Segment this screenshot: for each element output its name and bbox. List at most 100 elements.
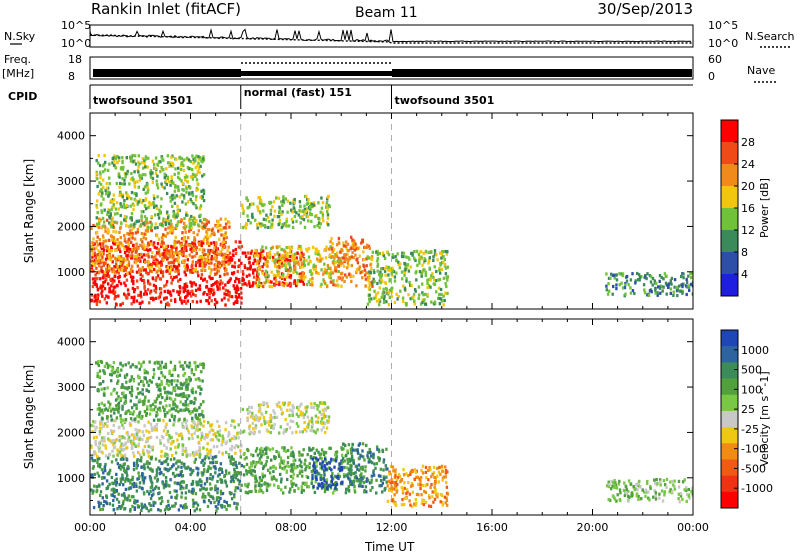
data-cell xyxy=(277,256,280,261)
data-cell xyxy=(133,247,137,251)
data-cell xyxy=(170,264,173,268)
data-cell xyxy=(175,489,178,493)
data-cell xyxy=(117,401,121,405)
data-cell xyxy=(278,275,282,279)
data-cell xyxy=(233,501,236,505)
data-cell xyxy=(141,274,144,278)
data-cell xyxy=(199,299,202,303)
data-cell xyxy=(253,465,257,469)
data-cell xyxy=(299,221,302,225)
data-cell xyxy=(222,253,226,258)
data-cell xyxy=(97,474,101,478)
data-cell xyxy=(123,265,126,269)
data-cell xyxy=(191,260,194,264)
data-cell xyxy=(610,272,613,276)
data-cell xyxy=(192,157,195,161)
data-cell xyxy=(672,290,675,294)
data-cell xyxy=(142,481,145,485)
data-cell xyxy=(311,276,314,280)
data-cell xyxy=(397,262,400,266)
data-cell xyxy=(146,248,150,252)
data-cell xyxy=(95,425,98,429)
data-cell xyxy=(191,219,194,223)
data-cell xyxy=(231,462,235,466)
data-cell xyxy=(325,285,329,289)
data-cell xyxy=(406,263,410,267)
data-cell xyxy=(180,480,183,484)
data-cell xyxy=(116,211,119,216)
data-cell xyxy=(169,183,172,187)
data-cell xyxy=(146,242,150,246)
data-cell xyxy=(165,283,168,287)
data-cell xyxy=(137,170,140,174)
data-cell xyxy=(189,247,192,251)
data-cell xyxy=(241,206,244,210)
data-cell xyxy=(197,157,200,161)
data-cell xyxy=(653,279,656,283)
data-cell xyxy=(225,293,228,297)
data-cell xyxy=(331,250,334,254)
data-cell xyxy=(108,221,111,225)
data-cell xyxy=(152,297,155,301)
data-cell xyxy=(132,223,136,227)
data-cell xyxy=(411,253,414,257)
data-cell xyxy=(169,478,172,482)
data-cell xyxy=(387,290,391,294)
data-cell xyxy=(390,295,393,299)
data-cell xyxy=(264,263,267,267)
data-cell xyxy=(175,473,179,477)
data-cell xyxy=(314,456,318,460)
data-cell xyxy=(341,456,345,460)
data-cell xyxy=(230,444,234,448)
data-cell xyxy=(332,458,336,462)
data-cell xyxy=(238,482,241,486)
data-cell xyxy=(179,483,182,487)
data-cell xyxy=(295,211,298,215)
data-cell xyxy=(163,297,166,301)
data-cell xyxy=(177,292,181,296)
data-cell xyxy=(196,223,200,227)
data-cell xyxy=(404,264,408,268)
data-cell xyxy=(394,255,397,259)
data-cell xyxy=(329,280,333,284)
data-cell xyxy=(158,418,161,422)
data-cell xyxy=(173,379,176,383)
data-cell xyxy=(187,437,191,441)
data-cell xyxy=(301,474,304,478)
data-cell xyxy=(618,283,621,287)
data-cell xyxy=(123,251,127,255)
data-cell xyxy=(182,486,185,490)
data-cell xyxy=(402,299,405,303)
data-cell xyxy=(656,291,659,295)
data-cell xyxy=(358,265,361,269)
data-cell xyxy=(116,397,119,401)
data-cell xyxy=(144,191,147,195)
data-cell xyxy=(160,435,164,439)
data-cell xyxy=(147,205,150,209)
data-cell xyxy=(309,456,313,460)
data-cell xyxy=(160,182,163,186)
data-cell xyxy=(148,502,151,506)
data-cell xyxy=(240,261,243,265)
data-cell xyxy=(130,406,134,410)
data-cell xyxy=(176,438,179,442)
data-cell xyxy=(260,282,263,286)
data-cell xyxy=(144,268,147,272)
data-cell xyxy=(101,270,104,274)
data-cell xyxy=(116,368,120,372)
data-cell xyxy=(204,217,207,222)
data-cell xyxy=(161,270,165,274)
data-cell xyxy=(235,432,239,436)
data-cell xyxy=(367,286,371,290)
data-cell xyxy=(669,287,672,291)
data-cell xyxy=(330,237,333,241)
data-cell xyxy=(658,274,662,278)
data-cell xyxy=(164,365,168,369)
data-cell xyxy=(118,482,121,487)
data-cell xyxy=(139,416,142,420)
data-cell xyxy=(379,267,383,271)
data-cell xyxy=(309,282,312,287)
data-cell xyxy=(282,195,285,199)
data-cell xyxy=(171,197,174,201)
data-cell xyxy=(174,408,178,413)
